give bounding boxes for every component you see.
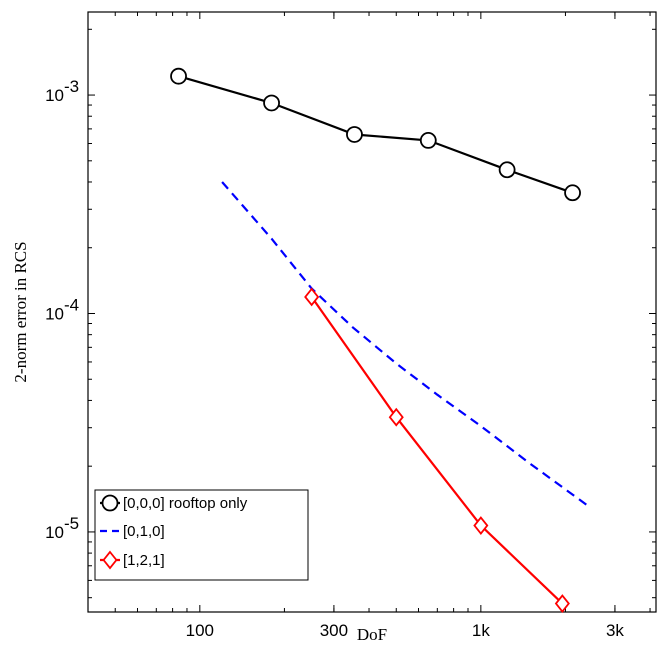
y-axis-label: 2-norm error in RCS [11,241,30,382]
y-tick-label: 10 [45,523,64,542]
data-point-marker [263,94,280,112]
series-1 [221,181,589,507]
data-point-marker [564,184,581,202]
legend-swatch-marker [101,494,119,512]
series-0 [170,67,581,202]
y-tick-label: 10 [45,304,64,323]
series-line [178,75,573,194]
x-axis-label: DoF [357,625,387,644]
x-tick-label: 300 [320,621,348,640]
x-tick-label: 1k [472,621,490,640]
data-point-marker [170,67,187,85]
data-point-marker [498,161,516,179]
legend: [0,0,0] rooftop only [0,1,0] [1,2,1] [94,489,309,581]
data-point-marker [554,594,570,614]
y-tick-label: 10 [45,86,64,105]
legend-label: [0,1,0] [123,523,165,540]
data-point-marker [473,516,489,535]
legend-item-2: [1,2,1] [100,550,165,570]
x-tick-label: 100 [186,621,214,640]
legend-label: [1,2,1] [123,552,165,569]
data-point-marker [346,126,363,143]
series-2 [304,287,570,614]
data-point-marker [419,132,437,149]
legend-box [94,489,309,581]
series-line [310,296,564,605]
legend-item-0: [0,0,0] rooftop only [100,494,248,512]
x-tick-label: 3k [606,621,624,640]
series-line [221,181,589,507]
legend-items: [0,0,0] rooftop only [0,1,0] [1,2,1] [100,494,248,570]
legend-swatch-marker [102,550,118,570]
data-point-marker [304,287,320,307]
data-point-marker [388,407,404,427]
y-tick-exponent: -5 [64,514,79,533]
legend-item-1: [0,1,0] [100,523,165,540]
legend-label: [0,0,0] rooftop only [123,495,248,512]
y-tick-exponent: -4 [64,295,79,314]
series-layer [170,67,589,614]
y-tick-exponent: -3 [64,77,79,96]
